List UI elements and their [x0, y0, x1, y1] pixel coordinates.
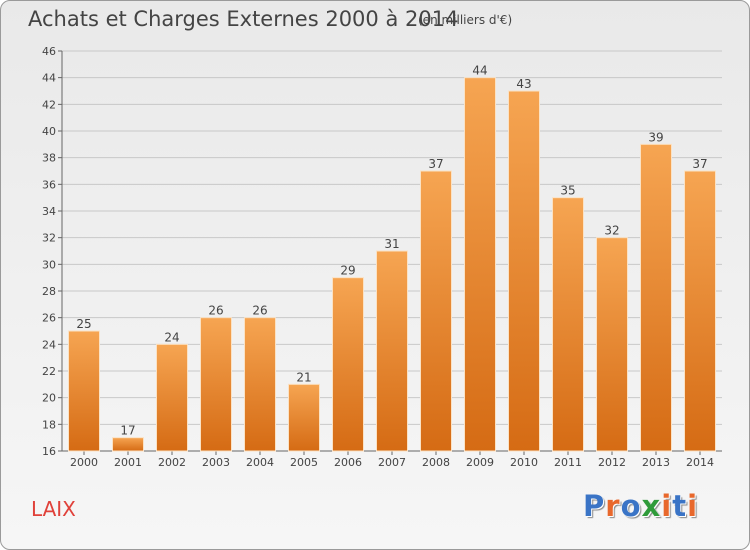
bar-value-label: 29 — [340, 264, 355, 278]
logo-letter: P — [583, 489, 606, 523]
bar — [376, 250, 408, 452]
bar — [552, 197, 584, 452]
bar — [200, 317, 232, 452]
y-tick-label: 24 — [42, 338, 56, 351]
x-tick-label: 2008 — [422, 456, 450, 469]
bar — [596, 237, 628, 452]
bar-value-label: 26 — [208, 304, 223, 318]
logo-letter: i — [687, 489, 699, 523]
x-tick-label: 2001 — [114, 456, 142, 469]
y-tick-label: 30 — [42, 258, 56, 271]
x-tick-label: 2009 — [466, 456, 494, 469]
y-tick-label: 34 — [42, 205, 56, 218]
bar — [68, 330, 100, 452]
logo-letter: i — [661, 489, 673, 523]
y-tick-label: 42 — [42, 98, 56, 111]
bar-value-label: 31 — [384, 237, 399, 251]
bar — [684, 170, 716, 452]
bar-value-label: 37 — [692, 157, 707, 171]
logo-letter: r — [605, 489, 621, 523]
logo-letter: x — [641, 489, 662, 523]
x-tick-label: 2004 — [246, 456, 274, 469]
bar — [640, 143, 672, 452]
x-tick-label: 2011 — [554, 456, 582, 469]
y-tick-label: 44 — [42, 72, 56, 85]
place-label: LAIX — [31, 497, 76, 521]
bar-value-label: 17 — [120, 424, 135, 438]
bar — [420, 170, 452, 452]
x-tick-label: 2000 — [70, 456, 98, 469]
x-tick-label: 2002 — [158, 456, 186, 469]
proxiti-logo[interactable]: Proxiti — [583, 489, 698, 523]
x-tick-label: 2005 — [290, 456, 318, 469]
y-tick-label: 20 — [42, 392, 56, 405]
y-tick-label: 32 — [42, 232, 56, 245]
bar-value-label: 39 — [648, 130, 663, 144]
bar-value-label: 24 — [164, 330, 179, 344]
bar — [508, 90, 540, 452]
bar-value-label: 35 — [560, 184, 575, 198]
x-tick-label: 2003 — [202, 456, 230, 469]
x-tick-label: 2007 — [378, 456, 406, 469]
bar-value-label: 44 — [472, 64, 487, 78]
bar-value-label: 32 — [604, 224, 619, 238]
y-tick-label: 40 — [42, 125, 56, 138]
y-tick-label: 18 — [42, 418, 56, 431]
y-tick-label: 26 — [42, 312, 56, 325]
logo-letter: t — [672, 489, 688, 523]
bar-value-label: 21 — [296, 370, 311, 384]
bar — [332, 277, 364, 452]
y-tick-label: 16 — [42, 445, 56, 458]
chart-title: Achats et Charges Externes 2000 à 2014 — [28, 7, 459, 31]
y-tick-label: 36 — [42, 178, 56, 191]
bar — [288, 383, 320, 452]
bar — [112, 437, 144, 452]
y-tick-label: 28 — [42, 285, 56, 298]
x-tick-label: 2013 — [642, 456, 670, 469]
y-tick-label: 46 — [42, 45, 56, 58]
x-tick-label: 2010 — [510, 456, 538, 469]
x-tick-label: 2006 — [334, 456, 362, 469]
x-tick-label: 2012 — [598, 456, 626, 469]
bar — [464, 77, 496, 452]
bar-value-label: 26 — [252, 304, 267, 318]
bar-value-label: 43 — [516, 77, 531, 91]
logo-letter: o — [620, 489, 642, 523]
bar-value-label: 25 — [76, 317, 91, 331]
x-tick-label: 2014 — [686, 456, 714, 469]
bar-value-label: 37 — [428, 157, 443, 171]
bar — [244, 317, 276, 452]
y-tick-label: 38 — [42, 152, 56, 165]
bar — [156, 343, 188, 452]
chart-subtitle: (en milliers d'€) — [418, 13, 513, 27]
y-tick-label: 22 — [42, 365, 56, 378]
